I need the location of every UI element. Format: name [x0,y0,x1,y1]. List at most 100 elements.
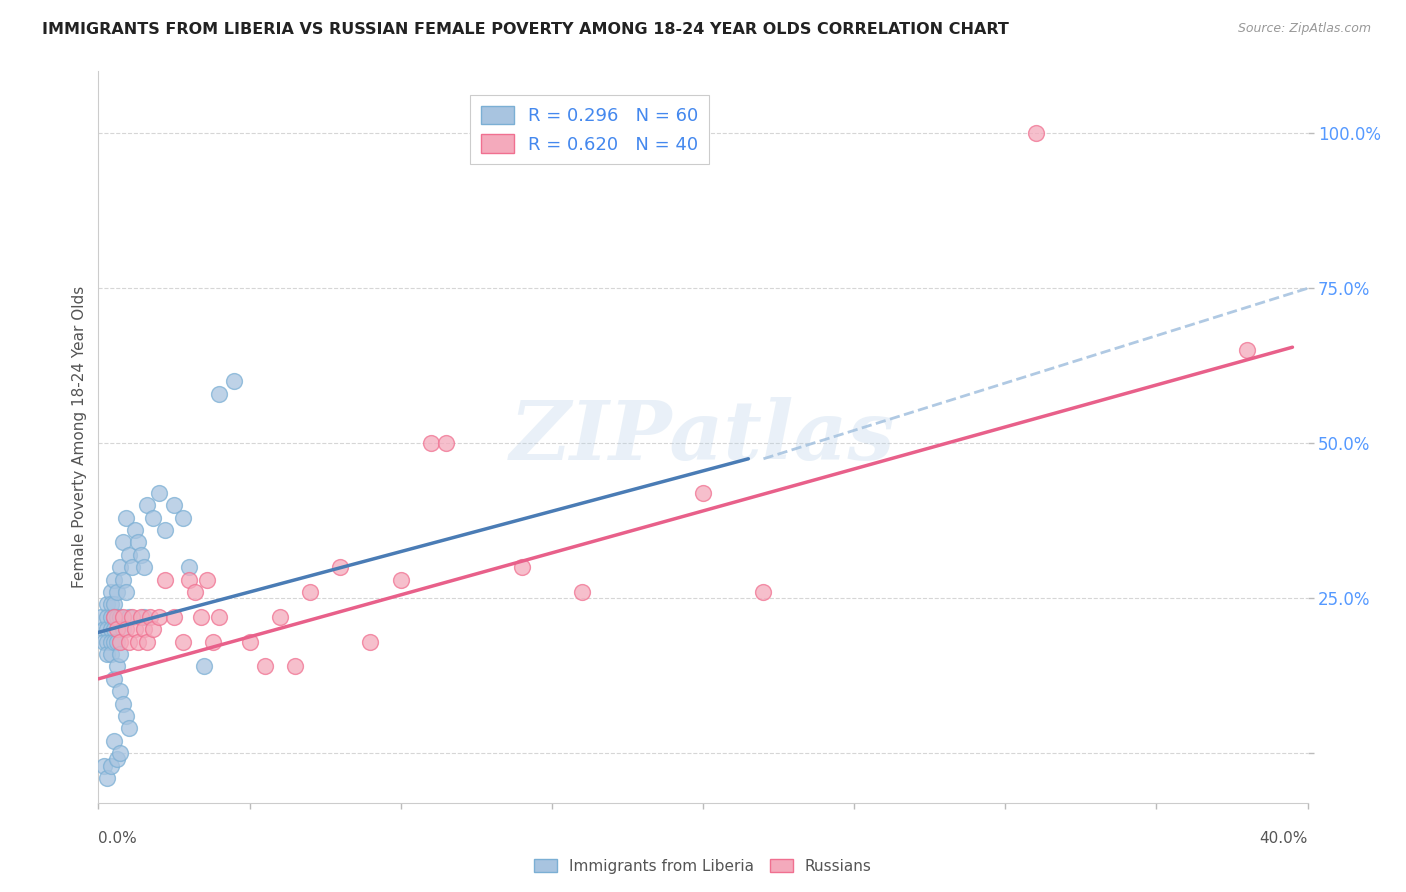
Point [121,610,143,624]
Point [111,535,134,549]
Point [103,610,125,624]
Point [105,659,128,673]
Point [114,709,136,723]
Point [108,647,131,661]
Legend: Immigrants from Liberia, Russians: Immigrants from Liberia, Russians [529,853,877,880]
Point [163,498,186,512]
Point [100,598,122,612]
Point [105,634,128,648]
Point [96,622,118,636]
Point [118,548,141,562]
Point [239,634,262,648]
Point [142,510,165,524]
Point [108,634,131,648]
Point [224,374,246,388]
Point [105,622,128,636]
Point [111,610,134,624]
Point [111,697,134,711]
Point [184,585,207,599]
Point [105,752,128,766]
Text: ZIPatlas: ZIPatlas [510,397,896,477]
Point [103,610,125,624]
Point [510,560,533,574]
Text: Source: ZipAtlas.com: Source: ZipAtlas.com [1237,22,1371,36]
Point [108,610,131,624]
Point [148,486,170,500]
Point [208,386,231,401]
Text: IMMIGRANTS FROM LIBERIA VS RUSSIAN FEMALE POVERTY AMONG 18-24 YEAR OLDS CORRELAT: IMMIGRANTS FROM LIBERIA VS RUSSIAN FEMAL… [42,22,1010,37]
Point [132,622,155,636]
Point [132,560,155,574]
Point [193,659,215,673]
Point [127,634,149,648]
Point [129,548,152,562]
Text: 40.0%: 40.0% [1260,830,1308,846]
Point [692,486,714,500]
Point [105,585,128,599]
Point [118,634,141,648]
Text: 0.0%: 0.0% [98,830,138,846]
Point [100,634,122,648]
Legend: R = 0.296   N = 60, R = 0.620   N = 40: R = 0.296 N = 60, R = 0.620 N = 40 [470,95,709,164]
Point [108,746,131,760]
Point [100,622,122,636]
Point [124,622,146,636]
Point [190,610,212,624]
Point [172,634,194,648]
Point [96,610,118,624]
Point [153,573,176,587]
Point [202,634,225,648]
Point [111,622,134,636]
Point [100,758,122,772]
Point [96,647,118,661]
Point [118,610,141,624]
Point [100,647,122,661]
Point [118,722,141,736]
Point [103,598,125,612]
Point [172,510,194,524]
Point [127,535,149,549]
Point [103,672,125,686]
Point [114,622,136,636]
Point [360,634,382,648]
Point [1024,126,1046,140]
Point [163,610,186,624]
Point [135,498,157,512]
Point [420,436,443,450]
Point [299,585,322,599]
Point [129,610,152,624]
Point [114,510,136,524]
Point [269,610,291,624]
Point [208,610,231,624]
Point [93,634,115,648]
Point [135,634,157,648]
Point [284,659,307,673]
Point [96,598,118,612]
Point [108,560,131,574]
Point [1236,343,1258,358]
Point [571,585,593,599]
Point [93,622,115,636]
Point [148,610,170,624]
Point [103,634,125,648]
Point [179,573,201,587]
Point [195,573,218,587]
Point [179,560,201,574]
Point [253,659,276,673]
Point [100,610,122,624]
Point [121,560,143,574]
Point [139,610,162,624]
Point [124,523,146,537]
Point [90,610,112,624]
Y-axis label: Female Poverty Among 18-24 Year Olds: Female Poverty Among 18-24 Year Olds [72,286,87,588]
Point [752,585,775,599]
Point [96,771,118,785]
Point [111,573,134,587]
Point [108,684,131,698]
Point [103,734,125,748]
Point [434,436,457,450]
Point [132,610,155,624]
Point [114,585,136,599]
Point [103,573,125,587]
Point [142,622,165,636]
